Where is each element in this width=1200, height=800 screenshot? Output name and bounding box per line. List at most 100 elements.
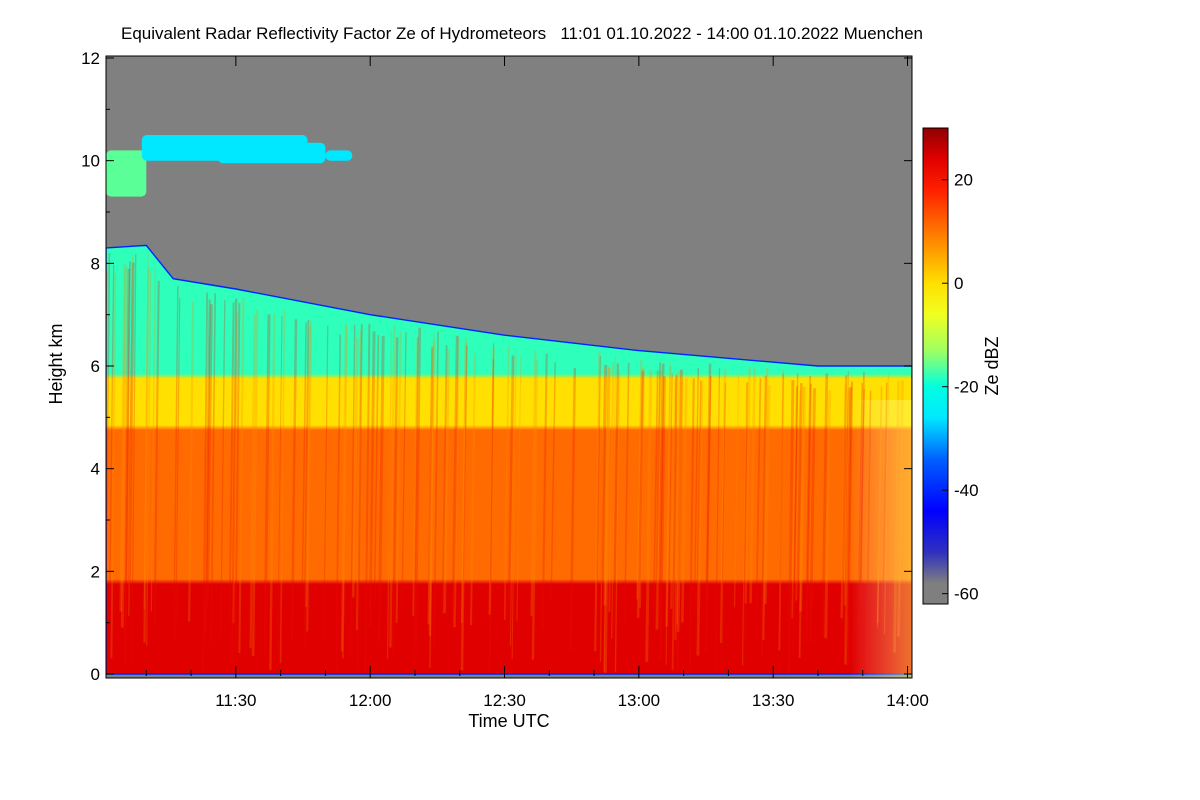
fall-streak <box>600 364 608 612</box>
fall-streak <box>611 355 617 639</box>
fall-streak <box>778 373 784 651</box>
y-tick-label: 6 <box>91 357 100 376</box>
fall-streak <box>290 319 298 642</box>
fall-streak <box>238 297 245 654</box>
fall-streak <box>676 370 682 625</box>
fall-streak <box>638 367 645 608</box>
y-tick-label: 8 <box>91 254 100 273</box>
x-tick-label: 13:00 <box>618 691 661 710</box>
colorbar-tick-label: 20 <box>954 171 973 190</box>
fall-streak <box>704 363 712 652</box>
fall-streak <box>796 383 803 599</box>
fall-streak <box>460 343 468 671</box>
fall-streak <box>401 332 407 610</box>
fall-streak <box>755 378 762 617</box>
fall-streak <box>364 323 371 672</box>
y-tick-label: 0 <box>91 665 100 684</box>
y-tick-label: 4 <box>91 460 100 479</box>
fall-streak <box>733 374 740 608</box>
colorbar: 20 0 -20 -40 -60 Ze dBZ <box>922 127 1002 605</box>
fall-streak <box>441 345 448 615</box>
colorbar-tick-label: 0 <box>954 274 963 293</box>
y-tick-label: 2 <box>91 562 100 581</box>
fall-streak <box>188 301 195 622</box>
x-tick-label: 13:30 <box>752 691 795 710</box>
fall-streak <box>530 350 537 617</box>
fall-streak <box>433 331 439 651</box>
fall-streak <box>509 356 515 647</box>
x-tick-label: 12:00 <box>349 691 392 710</box>
fall-streak <box>608 362 615 612</box>
fall-streak <box>809 388 816 643</box>
fall-streak <box>414 327 421 644</box>
fall-streak <box>231 298 238 665</box>
fall-streak <box>665 366 672 627</box>
fall-streak <box>843 371 849 664</box>
fall-streak <box>210 293 216 643</box>
fall-streak <box>541 353 548 629</box>
cirrus-layers <box>106 135 353 197</box>
fall-streak <box>123 268 130 666</box>
fall-streak <box>368 331 376 627</box>
fall-streak <box>202 292 209 670</box>
fall-streak <box>386 330 393 659</box>
fall-streak <box>251 310 259 657</box>
fall-streak <box>569 367 577 651</box>
fall-streak <box>674 370 681 640</box>
fall-streak <box>451 335 459 610</box>
fall-streak <box>173 285 179 635</box>
fall-streak <box>234 303 241 653</box>
fall-streak <box>389 325 396 648</box>
fall-streak <box>427 347 434 632</box>
x-axis-label: Time UTC <box>468 711 549 731</box>
fall-streak <box>844 387 851 665</box>
fall-streak <box>680 378 688 623</box>
chart-title: Equivalent Radar Reflectivity Factor Ze … <box>121 24 923 43</box>
y-tick-label: 10 <box>81 152 100 171</box>
fall-streak <box>793 373 799 619</box>
fall-streak <box>763 385 771 604</box>
fall-streak <box>351 337 359 598</box>
fall-streak <box>306 321 313 632</box>
fall-streak <box>301 322 307 607</box>
fall-streak <box>614 372 621 673</box>
fall-streak <box>744 367 751 604</box>
colorbar-gradient <box>922 127 949 605</box>
fall-streak <box>429 332 435 669</box>
fall-streak <box>507 355 515 602</box>
fall-streak <box>220 300 226 640</box>
fall-streak <box>671 375 678 674</box>
fall-streak <box>335 334 341 672</box>
fall-streak <box>792 386 798 650</box>
fall-streak <box>604 367 611 673</box>
echo-region <box>106 245 912 674</box>
fall-streak <box>720 382 726 669</box>
fall-streak <box>119 263 127 612</box>
fall-streak <box>550 361 556 602</box>
fall-streak <box>821 373 829 637</box>
fall-streak <box>645 369 653 662</box>
fall-streak <box>412 337 419 617</box>
fall-streak <box>120 267 128 628</box>
fall-streak <box>204 299 211 635</box>
fall-streak <box>413 337 419 665</box>
x-tick-label: 11:30 <box>215 691 256 710</box>
cirrus-layer <box>106 150 147 197</box>
fall-streak <box>489 343 495 670</box>
fall-streak <box>503 345 510 620</box>
fall-streak <box>599 366 606 662</box>
fall-streak <box>143 252 149 610</box>
fall-streak <box>153 280 160 625</box>
colorbar-tick-label: -20 <box>954 378 979 397</box>
fall-streak <box>760 375 768 658</box>
fall-streak <box>128 254 134 616</box>
fall-streak <box>279 308 286 664</box>
fall-streak <box>373 335 380 607</box>
fall-streak <box>462 345 468 624</box>
fall-streak <box>705 375 712 608</box>
fall-streak <box>742 382 749 671</box>
fall-streak <box>688 378 695 670</box>
fall-streak <box>356 324 363 669</box>
fall-streak <box>263 314 271 656</box>
